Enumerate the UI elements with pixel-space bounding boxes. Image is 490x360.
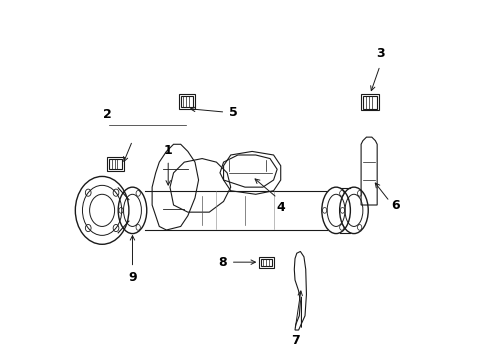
Text: 4: 4 [276,202,285,215]
Text: 3: 3 [376,47,384,60]
Text: 1: 1 [164,144,172,157]
Text: 5: 5 [229,105,238,119]
Text: 6: 6 [392,198,400,212]
Text: 8: 8 [219,256,227,269]
Text: 2: 2 [103,108,112,121]
Text: 7: 7 [291,334,299,347]
Text: 9: 9 [128,271,137,284]
